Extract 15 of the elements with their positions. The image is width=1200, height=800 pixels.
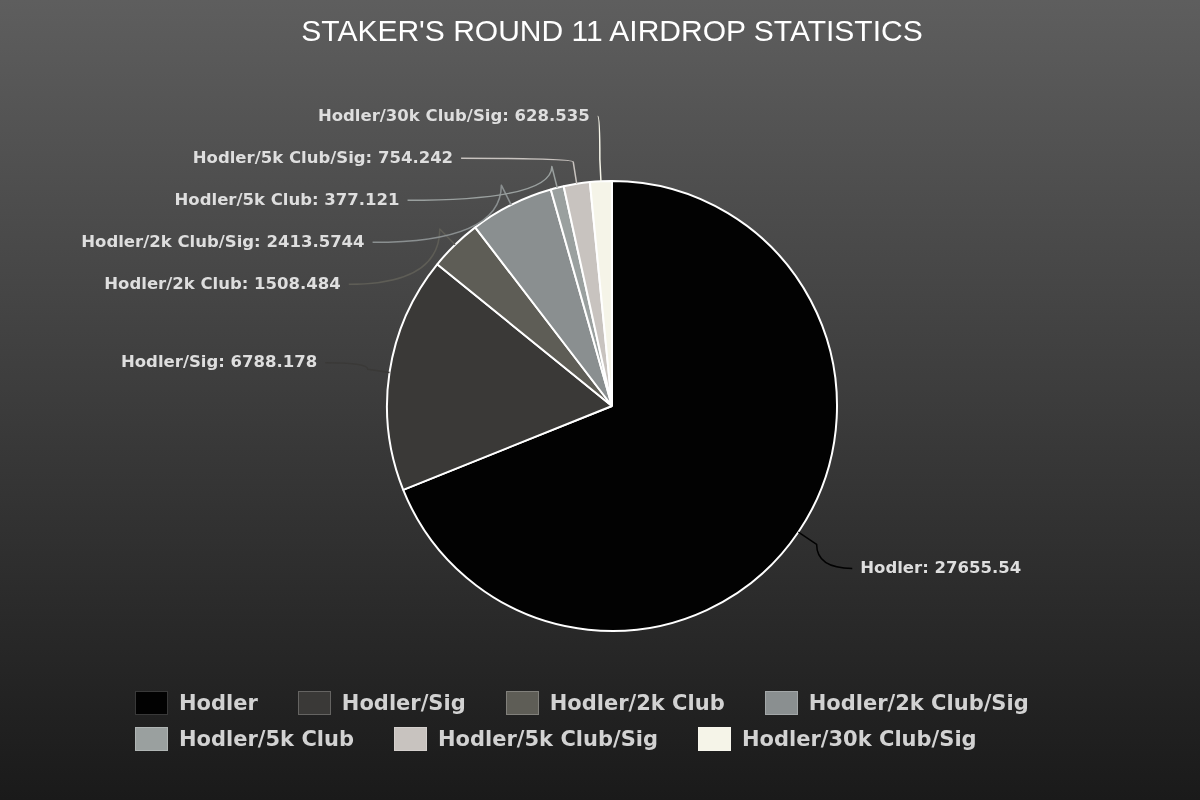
legend-label: Hodler/5k Club/Sig [437, 727, 658, 751]
legend-label: Hodler [179, 691, 258, 715]
legend-label: Hodler/Sig [341, 691, 466, 715]
data-label: Hodler/Sig: 6788.178 [120, 352, 318, 372]
legend-label: Hodler/5k Club [179, 727, 354, 751]
legend-label: Hodler/2k Club [549, 691, 725, 715]
legend-label: Hodler/2k Club/Sig [808, 691, 1029, 715]
data-label: Hodler/5k Club: 377.121 [174, 189, 400, 209]
legend-label: Hodler/30k Club/Sig [742, 727, 977, 751]
data-label: Hodler/2k Club/Sig: 2413.5744 [81, 231, 365, 251]
data-label: Hodler/30k Club/Sig: 628.535 [317, 105, 590, 125]
data-label: Hodler/5k Club/Sig: 754.242 [192, 147, 454, 167]
data-label: Hodler: 27655.54 [860, 557, 1022, 577]
data-label: Hodler/2k Club: 1508.484 [104, 273, 341, 293]
chart-title: STAKER'S ROUND 11 AIRDROP STATISTICS [301, 14, 923, 48]
